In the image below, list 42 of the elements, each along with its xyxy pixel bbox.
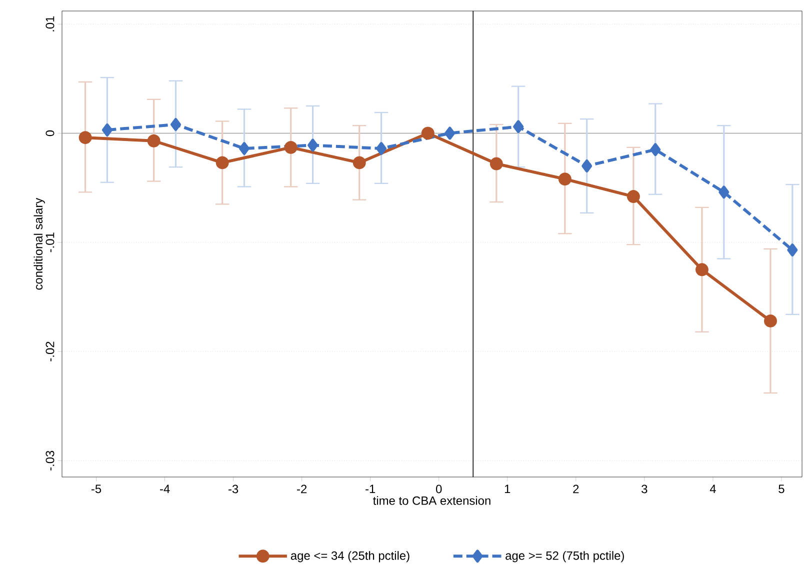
x-tick-label: 3: [642, 484, 648, 494]
point: [102, 123, 112, 136]
point: [444, 126, 456, 140]
point: [764, 314, 777, 328]
point: [787, 244, 798, 256]
point: [718, 186, 730, 199]
x-tick-label: -5: [91, 484, 102, 494]
point: [513, 120, 524, 134]
x-tick-label: -1: [366, 484, 376, 493]
x-tick-label: 5: [778, 484, 784, 494]
x-tick-label: 4: [710, 484, 716, 493]
point: [582, 159, 592, 172]
y-tick-label: .01: [46, 16, 54, 32]
point: [239, 142, 250, 155]
point: [147, 134, 160, 148]
x-tick-label: -4: [160, 484, 170, 493]
x-tick-label: 0: [436, 484, 442, 494]
point: [696, 263, 708, 276]
point: [490, 157, 503, 170]
point: [308, 138, 318, 152]
point: [650, 143, 661, 156]
x-axis-title: time to CBA extension: [373, 496, 490, 505]
y-tick-label: -.03: [46, 450, 54, 470]
y-tick-label: -.01: [46, 232, 54, 252]
point: [216, 156, 229, 170]
point: [284, 140, 298, 154]
legend-label: age <= 34 (25th pctile): [290, 551, 410, 562]
point: [626, 190, 640, 203]
point: [376, 142, 387, 155]
x-tick-label: 1: [504, 484, 510, 493]
point: [78, 131, 92, 144]
x-tick-label: -2: [297, 484, 307, 494]
point: [170, 118, 181, 131]
point: [352, 156, 366, 170]
point: [558, 172, 572, 186]
x-tick-label: -3: [228, 484, 238, 494]
y-tick-label: 0: [46, 130, 54, 136]
point: [421, 126, 434, 140]
legend-label: age >= 52 (75th pctile): [506, 551, 624, 562]
x-tick-label: 2: [573, 484, 579, 494]
y-tick-label: -.02: [46, 342, 54, 362]
y-axis-title: conditional salary: [34, 198, 45, 290]
